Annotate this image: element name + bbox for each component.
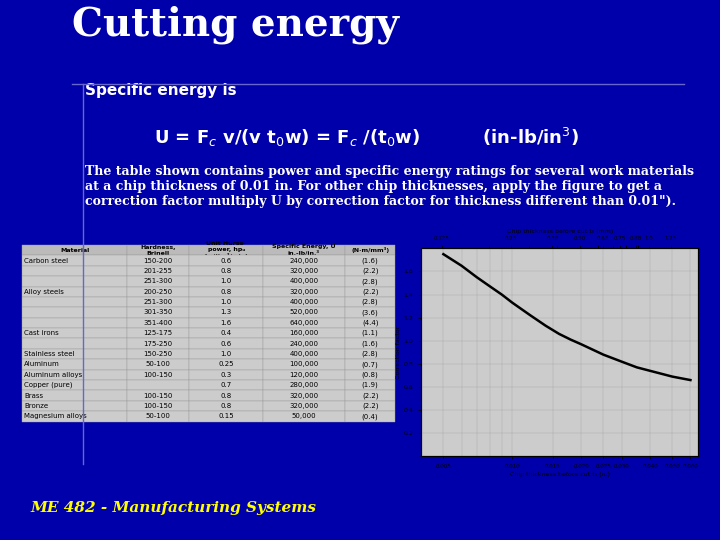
Text: Cutting energy: Cutting energy: [72, 5, 399, 44]
Text: ME 482 - Manufacturing Systems: ME 482 - Manufacturing Systems: [30, 501, 316, 515]
Y-axis label: Correction factor: Correction factor: [396, 326, 401, 379]
X-axis label: Chip thickness before cut t₀ (mm): Chip thickness before cut t₀ (mm): [507, 229, 613, 234]
X-axis label: Chip thickness before cut t₀ (n.): Chip thickness before cut t₀ (n.): [510, 472, 610, 477]
Text: U = F$_c$ v/(v t$_0$w) = F$_c$ /(t$_0$w)          (in-lb/in$^3$): U = F$_c$ v/(v t$_0$w) = F$_c$ /(t$_0$w)…: [154, 126, 580, 149]
Text: Specific energy is: Specific energy is: [85, 83, 236, 98]
Text: The table shown contains power and specific energy ratings for several work mate: The table shown contains power and speci…: [85, 165, 693, 208]
